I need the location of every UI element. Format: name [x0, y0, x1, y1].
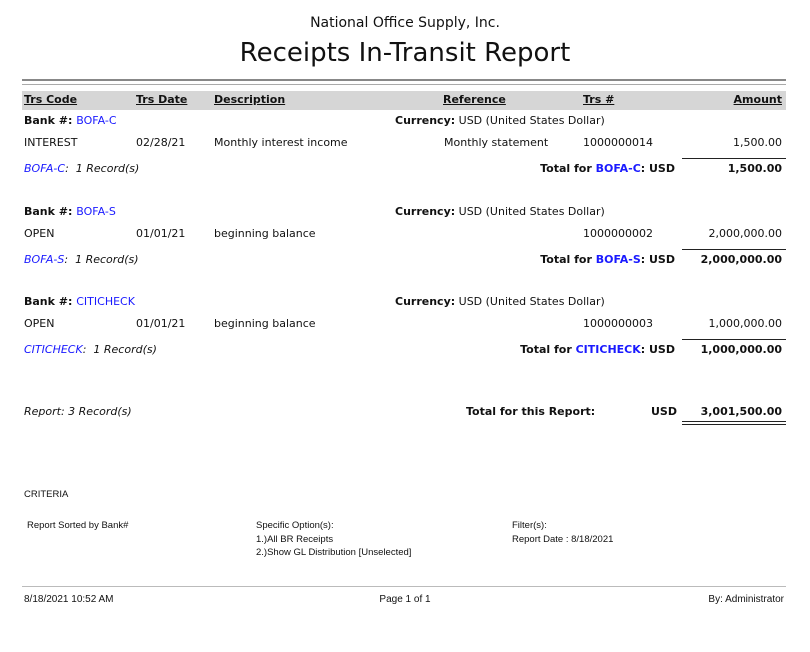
bank-label: Bank #: CITICHECK	[24, 295, 135, 309]
bank-label: Bank #: BOFA-S	[24, 205, 116, 219]
bank-link[interactable]: BOFA-S	[76, 205, 116, 218]
total-for-text: Total for	[520, 343, 572, 356]
criteria-filter: Report Date : 8/18/2021	[512, 534, 614, 545]
group-total-bank: BOFA-S	[595, 253, 641, 266]
group-total-bank: CITICHECK	[575, 343, 641, 356]
group-total-label: Total for BOFA-C: USD	[540, 162, 675, 175]
col-trs-date[interactable]: Trs Date	[136, 93, 188, 106]
subtotal-rule	[682, 158, 786, 159]
criteria-filters-title: Filter(s):	[512, 520, 547, 531]
group-total-currency: USD	[649, 343, 675, 356]
group-bank-link[interactable]: BOFA-C	[24, 162, 66, 175]
currency-value: USD (United States Dollar)	[458, 295, 605, 308]
group-records: 1 Record(s)	[75, 162, 140, 175]
col-amount[interactable]: Amount	[733, 93, 782, 106]
bank-label-text: Bank #:	[24, 114, 73, 127]
row-trs-no: 1000000003	[583, 317, 653, 330]
group-total-bank: BOFA-C	[595, 162, 641, 175]
row-trs-code: OPEN	[24, 227, 55, 240]
company-name: National Office Supply, Inc.	[310, 15, 500, 31]
col-description[interactable]: Description	[214, 93, 286, 106]
total-for-text: Total for	[540, 253, 592, 266]
currency-value: USD (United States Dollar)	[458, 114, 605, 127]
row-trs-date: 01/01/21	[136, 227, 186, 240]
currency-label-text: Currency:	[395, 205, 456, 218]
footer-by: By: Administrator	[708, 594, 784, 605]
row-trs-no: 1000000002	[583, 227, 653, 240]
row-trs-code: INTEREST	[24, 136, 78, 149]
row-description: beginning balance	[214, 227, 316, 240]
bank-label-text: Bank #:	[24, 295, 73, 308]
col-reference[interactable]: Reference	[443, 93, 506, 106]
currency-value: USD (United States Dollar)	[458, 205, 605, 218]
group-bank-link[interactable]: CITICHECK	[24, 343, 83, 356]
report-total-currency: USD	[651, 405, 677, 418]
row-trs-date: 02/28/21	[136, 136, 186, 149]
group-total-amount: 1,500.00	[727, 162, 782, 175]
currency-label: Currency: USD (United States Dollar)	[395, 295, 605, 309]
group-total-label: Total for CITICHECK: USD	[520, 343, 675, 356]
col-trs-no[interactable]: Trs #	[583, 93, 615, 106]
subtotal-rule	[682, 249, 786, 250]
report-total-amount: 3,001,500.00	[700, 405, 782, 418]
group-total-amount: 2,000,000.00	[700, 253, 782, 266]
group-record-count: CITICHECK: 1 Record(s)	[24, 343, 157, 356]
criteria-sorted: Report Sorted by Bank#	[27, 520, 129, 531]
row-amount: 1,500.00	[733, 136, 782, 149]
group-total-currency: USD	[649, 162, 675, 175]
group-records: 1 Record(s)	[75, 253, 139, 266]
criteria-options-title: Specific Option(s):	[256, 520, 334, 531]
group-total-amount: 1,000,000.00	[700, 343, 782, 356]
column-header-bar	[22, 91, 786, 110]
bank-link[interactable]: BOFA-C	[76, 114, 117, 127]
report-title: Receipts In-Transit Report	[239, 38, 571, 68]
title-rule	[22, 79, 786, 81]
criteria-option: 1.)All BR Receipts	[256, 534, 334, 545]
criteria-option: 2.)Show GL Distribution [Unselected]	[256, 547, 412, 558]
footer-page: Page 1 of 1	[379, 594, 431, 605]
total-double-rule-1	[682, 421, 786, 422]
bank-link[interactable]: CITICHECK	[76, 295, 135, 308]
group-total-currency: USD	[649, 253, 675, 266]
currency-label: Currency: USD (United States Dollar)	[395, 114, 605, 128]
group-records: 1 Record(s)	[93, 343, 157, 356]
report-record-count: Report: 3 Record(s)	[24, 405, 132, 418]
criteria-title: CRITERIA	[24, 489, 69, 500]
total-for-text: Total for	[540, 162, 592, 175]
row-description: beginning balance	[214, 317, 316, 330]
row-trs-date: 01/01/21	[136, 317, 186, 330]
currency-label-text: Currency:	[395, 114, 456, 127]
row-description: Monthly interest income	[214, 136, 348, 149]
row-amount: 1,000,000.00	[708, 317, 782, 330]
footer-timestamp: 8/18/2021 10:52 AM	[24, 594, 114, 605]
bank-label: Bank #: BOFA-C	[24, 114, 117, 128]
group-record-count: BOFA-S: 1 Record(s)	[24, 253, 139, 266]
total-double-rule-2	[682, 424, 786, 425]
title-rule-thin	[22, 84, 786, 85]
bank-label-text: Bank #:	[24, 205, 73, 218]
currency-label-text: Currency:	[395, 295, 456, 308]
report-total-label: Total for this Report:	[466, 405, 596, 418]
row-reference: Monthly statement	[444, 136, 549, 149]
row-trs-code: OPEN	[24, 317, 55, 330]
subtotal-rule	[682, 339, 786, 340]
group-bank-link[interactable]: BOFA-S	[24, 253, 65, 266]
footer-rule	[22, 586, 786, 587]
row-amount: 2,000,000.00	[708, 227, 782, 240]
currency-label: Currency: USD (United States Dollar)	[395, 205, 605, 219]
col-trs-code[interactable]: Trs Code	[24, 93, 78, 106]
group-total-label: Total for BOFA-S: USD	[540, 253, 675, 266]
group-record-count: BOFA-C: 1 Record(s)	[24, 162, 140, 175]
row-trs-no: 1000000014	[583, 136, 653, 149]
